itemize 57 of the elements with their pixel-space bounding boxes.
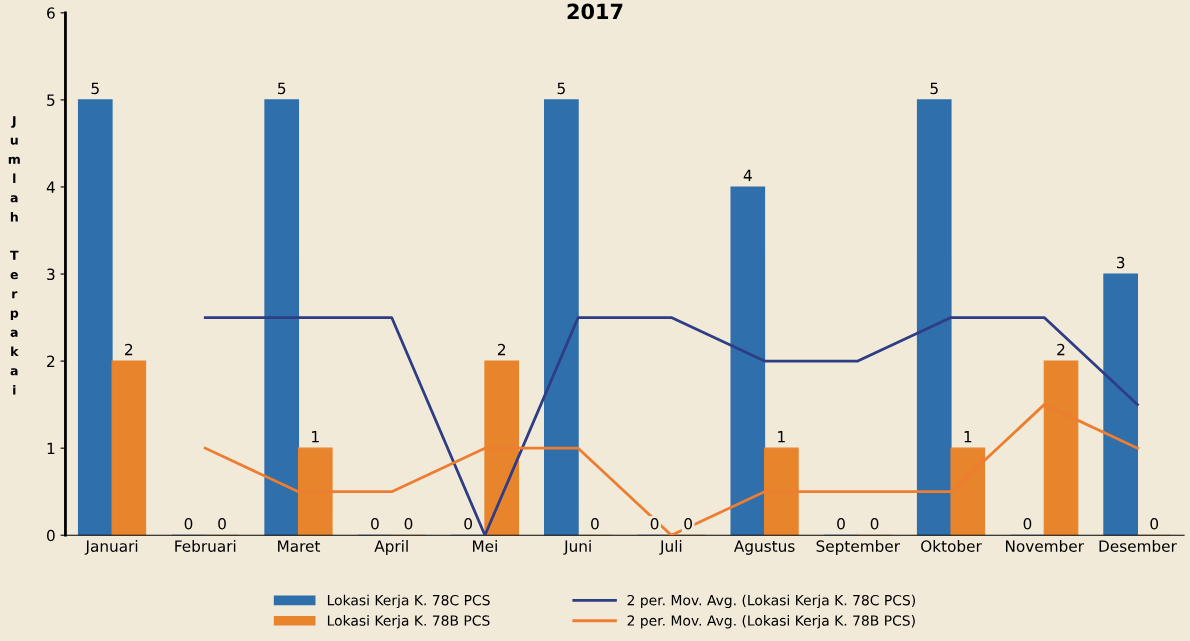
legend-label: 2 per. Mov. Avg. (Lokasi Kerja K. 78B PCS) bbox=[627, 615, 915, 629]
legend-label: Lokasi Kerja K. 78C PCS bbox=[327, 594, 490, 609]
x-tick-label: September bbox=[816, 540, 901, 555]
bar bbox=[264, 99, 300, 536]
text: Jumlah Terpakai bbox=[8, 116, 20, 395]
data-label: 1 bbox=[778, 431, 785, 443]
x-tick-label: Mei bbox=[473, 540, 497, 552]
bar bbox=[77, 99, 113, 536]
data-label: 0 bbox=[1023, 517, 1032, 530]
data-label: 3 bbox=[1116, 256, 1125, 269]
x-tick-label: Oktober bbox=[921, 540, 982, 552]
bar bbox=[111, 360, 147, 536]
data-label: 0 bbox=[218, 517, 226, 530]
x-tick-label: Februari bbox=[175, 540, 236, 552]
data-label: 2 bbox=[125, 343, 133, 356]
data-label: 5 bbox=[557, 82, 565, 95]
data-label: 1 bbox=[312, 431, 319, 443]
y-tick-label: 6 bbox=[47, 7, 55, 19]
chart-title: 2017 bbox=[567, 3, 623, 20]
x-tick-label: Juni bbox=[563, 540, 591, 555]
data-label: 5 bbox=[91, 82, 99, 95]
line-series bbox=[203, 316, 1139, 536]
y-tick-label: 4 bbox=[46, 181, 55, 193]
x-tick-label: Juli bbox=[659, 540, 682, 555]
y-tick-label: 1 bbox=[47, 442, 55, 454]
x-tick-label: November bbox=[1005, 540, 1084, 552]
y-tick-label: 3 bbox=[47, 268, 55, 281]
data-label: 1 bbox=[964, 431, 972, 443]
x-tick-label: Januari bbox=[84, 540, 138, 555]
x-tick-label: Agustus bbox=[733, 540, 795, 555]
data-label: 4 bbox=[743, 169, 752, 181]
data-label: 0 bbox=[1150, 517, 1159, 530]
legend-label: 2 per. Mov. Avg. (Lokasi Kerja K. 78C PCS) bbox=[627, 594, 915, 609]
x-tick-label: Desember bbox=[1099, 540, 1177, 552]
bar bbox=[916, 99, 952, 536]
y-tick-label: 2 bbox=[47, 355, 55, 367]
bar bbox=[1103, 273, 1138, 536]
data-label: 0 bbox=[591, 517, 599, 530]
y-tick-label: 0 bbox=[47, 529, 55, 542]
data-label: 0 bbox=[371, 517, 379, 530]
data-label: 0 bbox=[870, 517, 879, 530]
data-label: 0 bbox=[684, 517, 692, 530]
data-label: 2 bbox=[1057, 343, 1065, 356]
bar bbox=[730, 186, 766, 536]
data-label: 0 bbox=[404, 517, 413, 530]
bar bbox=[544, 99, 579, 536]
data-label: 2 bbox=[497, 343, 506, 356]
legend-label: Lokasi Kerja K. 78B PCS bbox=[327, 615, 490, 629]
data-label: 0 bbox=[650, 517, 659, 530]
x-tick-label: Maret bbox=[278, 540, 321, 552]
data-label: 0 bbox=[464, 517, 472, 530]
data-label: 0 bbox=[184, 517, 193, 530]
data-label: 5 bbox=[930, 82, 938, 95]
data-label: 5 bbox=[278, 82, 286, 95]
data-label: 0 bbox=[837, 517, 845, 530]
x-tick-label: April bbox=[374, 540, 408, 555]
y-tick-label: 5 bbox=[47, 94, 55, 106]
